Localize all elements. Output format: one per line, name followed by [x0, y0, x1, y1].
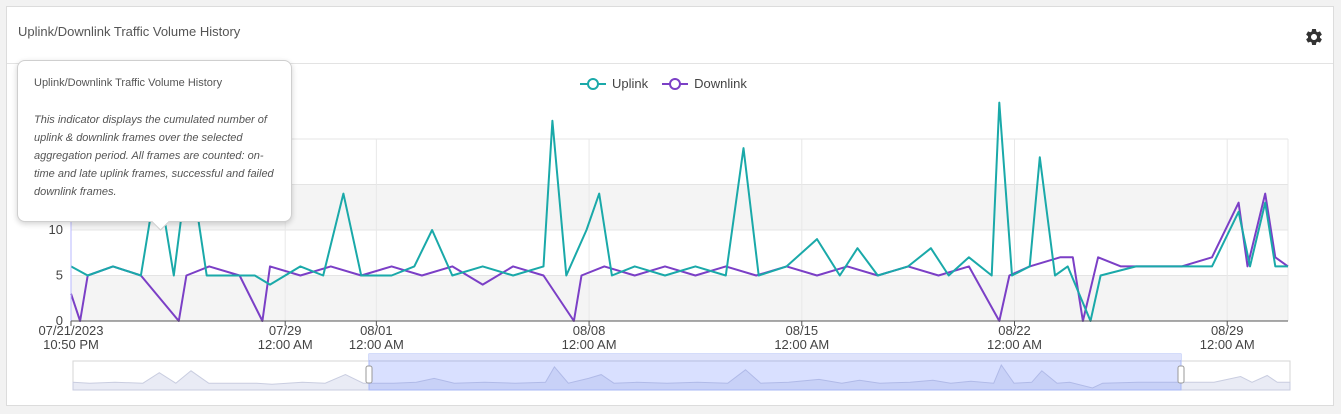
chart-legend: Uplink Downlink [580, 76, 747, 91]
tooltip-title: Uplink/Downlink Traffic Volume History [34, 77, 223, 89]
x-tick-label-time: 12:00 AM [774, 337, 829, 352]
navigator-handle-right[interactable] [1177, 365, 1185, 384]
gear-icon[interactable] [1304, 27, 1324, 47]
y-tick-label: 10 [49, 222, 63, 237]
card-header: Uplink/Downlink Traffic Volume History [7, 7, 1333, 64]
series-line-uplink [70, 101, 1288, 322]
y-tick-label: 5 [56, 268, 63, 283]
card-title: Uplink/Downlink Traffic Volume History [18, 24, 241, 39]
x-tick-label-date: 08/22 [998, 323, 1031, 338]
x-tick-label-time: 12:00 AM [1200, 337, 1255, 352]
tooltip-body: This indicator displays the cumulated nu… [34, 114, 274, 198]
x-tick-label-date: 08/01 [360, 323, 393, 338]
navigator-series [72, 363, 1291, 391]
x-tick-label-date: 08/15 [786, 323, 819, 338]
x-tick-label-date: 08/29 [1211, 323, 1244, 338]
chart-series [70, 101, 1289, 322]
legend-item-uplink[interactable]: Uplink [580, 76, 648, 91]
legend-label-uplink: Uplink [612, 76, 649, 91]
x-tick-label-time: 12:00 AM [987, 337, 1042, 352]
x-tick-label-date: 07/21/2023 [38, 323, 103, 338]
series-line-downlink [70, 192, 1289, 322]
info-tooltip: Uplink/Downlink Traffic Volume History T… [17, 60, 292, 222]
chart-vertical-gridlines [70, 139, 1289, 321]
grid-band [71, 275, 1288, 321]
x-tick-label-time: 10:50 PM [43, 337, 99, 352]
y-tick-label: 0 [56, 313, 63, 328]
x-tick-label-time: 12:00 AM [562, 337, 617, 352]
legend-label-downlink: Downlink [694, 76, 747, 91]
legend-marker-downlink [662, 77, 689, 90]
range-navigator[interactable] [72, 353, 1291, 391]
navigator-handle-left[interactable] [365, 365, 373, 384]
navigator-scrollbar [369, 354, 1181, 360]
x-tick-label-time: 12:00 AM [258, 337, 313, 352]
x-tick-label-time: 12:00 AM [349, 337, 404, 352]
x-tick-label-date: 08/08 [573, 323, 606, 338]
legend-item-downlink[interactable]: Downlink [662, 76, 747, 91]
legend-marker-uplink [580, 77, 606, 90]
x-tick-label-date: 07/29 [269, 323, 302, 338]
